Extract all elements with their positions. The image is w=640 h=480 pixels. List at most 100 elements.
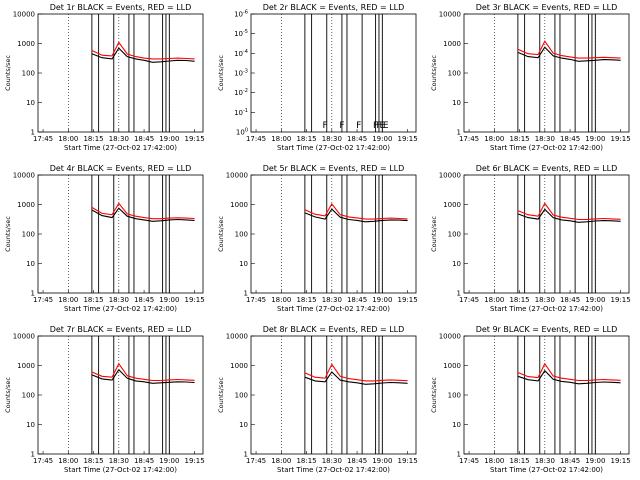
x-tick-label: 17:45	[246, 296, 266, 304]
y-tick-label: 10000	[226, 333, 248, 341]
y-tick-label: 10000	[13, 11, 35, 19]
chart-panel-7: 17:45 18:00 18:15 18:30 18:45 19:00 19:15 1 10 10…	[4, 325, 205, 474]
chart-title: Det 9r BLACK = Events, RED = LLD	[476, 325, 618, 334]
x-tick-label: 17:45	[33, 457, 53, 465]
y-tick-label: 10000	[439, 11, 461, 19]
x-tick-label: 18:00	[484, 457, 504, 465]
x-tick-label: 18:45	[134, 135, 154, 143]
y-tick-label: 1	[457, 129, 461, 137]
x-tick-label: 18:45	[560, 457, 580, 465]
plot-frame	[37, 335, 204, 455]
x-tick-label: 18:30	[322, 457, 342, 465]
x-tick-label: 18:15	[509, 296, 529, 304]
x-tick-label: 19:15	[397, 296, 417, 304]
y-axis-label: Counts/sec	[430, 216, 438, 252]
y-tick-label: 1	[31, 129, 35, 137]
series-line-lld	[517, 40, 621, 59]
x-tick-label: 18:15	[296, 135, 316, 143]
flag-marker: F	[373, 121, 378, 131]
x-tick-label: 18:30	[535, 457, 555, 465]
x-tick-label: 18:15	[83, 135, 103, 143]
y-tick-label: 10	[239, 421, 248, 429]
series-line-lld	[91, 362, 195, 382]
y-tick-label: 100	[22, 392, 35, 400]
series-line-events	[91, 368, 195, 384]
y-axis-label: Counts/sec	[217, 55, 225, 91]
series-line-events	[517, 208, 621, 223]
y-tick-label: 10000	[439, 172, 461, 180]
y-tick-label: 10-2	[234, 88, 248, 97]
y-tick-label: 100	[236, 128, 248, 137]
chart-panel-8: 17:45 18:00 18:15 18:30 18:45 19:00 19:15 1 10 10…	[217, 325, 418, 474]
x-tick-label: 18:30	[535, 135, 555, 143]
y-tick-label: 1	[31, 290, 35, 298]
x-tick-label: 19:15	[610, 135, 630, 143]
x-tick-label: 18:30	[535, 296, 555, 304]
x-tick-label: 17:45	[246, 135, 266, 143]
x-axis-label: Start Time (27-Oct-02 17:42:00)	[490, 305, 603, 313]
x-tick-label: 19:00	[372, 135, 392, 143]
y-tick-label: 1	[457, 290, 461, 298]
x-tick-label: 17:45	[246, 457, 266, 465]
y-tick-label: 1	[31, 451, 35, 459]
y-axis-label: Counts/sec	[4, 55, 12, 91]
x-tick-label: 19:00	[372, 296, 392, 304]
x-axis-label: Start Time (27-Oct-02 17:42:00)	[64, 466, 177, 474]
x-axis-label: Start Time (27-Oct-02 17:42:00)	[490, 144, 603, 152]
x-tick-label: 18:00	[58, 296, 78, 304]
flag-marker: F	[322, 121, 327, 131]
x-tick-label: 18:45	[134, 457, 154, 465]
y-tick-label: 10	[452, 260, 461, 268]
chart-title: Det 7r BLACK = Events, RED = LLD	[50, 325, 192, 334]
x-tick-label: 18:30	[109, 296, 129, 304]
x-axis-label: Start Time (27-Oct-02 17:42:00)	[64, 144, 177, 152]
chart-title: Det 3r BLACK = Events, RED = LLD	[476, 3, 618, 12]
x-tick-label: 19:00	[159, 296, 179, 304]
x-tick-label: 18:15	[83, 296, 103, 304]
plot-frame	[250, 13, 417, 133]
plot-frame	[250, 174, 417, 294]
series-line-lld	[304, 363, 408, 382]
x-tick-label: 19:00	[159, 457, 179, 465]
chart-title: Det 5r BLACK = Events, RED = LLD	[263, 164, 405, 173]
series-line-lld	[91, 202, 195, 220]
plot-frame	[37, 174, 204, 294]
y-tick-label: 10-3	[234, 69, 248, 78]
series-line-events	[304, 208, 408, 223]
x-tick-label: 18:45	[347, 296, 367, 304]
chart-panel-5: 17:45 18:00 18:15 18:30 18:45 19:00 19:15 1 10 10…	[217, 164, 418, 313]
x-tick-label: 18:00	[484, 135, 504, 143]
series-line-lld	[517, 362, 621, 382]
series-line-events	[304, 371, 408, 385]
x-tick-label: 18:45	[347, 135, 367, 143]
y-axis-label: Counts/sec	[217, 216, 225, 252]
y-tick-label: 10	[452, 99, 461, 107]
x-tick-label: 18:15	[83, 457, 103, 465]
x-tick-label: 18:30	[322, 135, 342, 143]
flag-marker: F	[339, 121, 344, 131]
chart-panel-3: 17:45 18:00 18:15 18:30 18:45 19:00 19:15 1 10 10…	[430, 3, 631, 152]
chart-title: Det 8r BLACK = Events, RED = LLD	[263, 325, 405, 334]
plot-frame	[463, 13, 630, 133]
series-line-lld	[304, 202, 408, 220]
y-tick-label: 1000	[443, 40, 461, 48]
y-tick-label: 10-6	[234, 10, 248, 19]
plot-frame	[463, 335, 630, 455]
y-tick-label: 10000	[439, 333, 461, 341]
y-tick-label: 100	[22, 231, 35, 239]
y-tick-label: 1000	[17, 362, 35, 370]
x-tick-label: 19:15	[610, 296, 630, 304]
y-tick-label: 100	[448, 392, 461, 400]
x-tick-label: 18:45	[134, 296, 154, 304]
x-tick-label: 18:30	[322, 296, 342, 304]
y-tick-label: 10	[239, 260, 248, 268]
x-tick-label: 18:15	[296, 457, 316, 465]
y-tick-label: 1000	[443, 362, 461, 370]
x-tick-label: 18:15	[509, 135, 529, 143]
y-tick-label: 100	[22, 70, 35, 78]
x-tick-label: 18:30	[109, 135, 129, 143]
y-tick-label: 1000	[443, 201, 461, 209]
x-tick-label: 18:45	[560, 296, 580, 304]
y-tick-label: 1	[244, 451, 248, 459]
